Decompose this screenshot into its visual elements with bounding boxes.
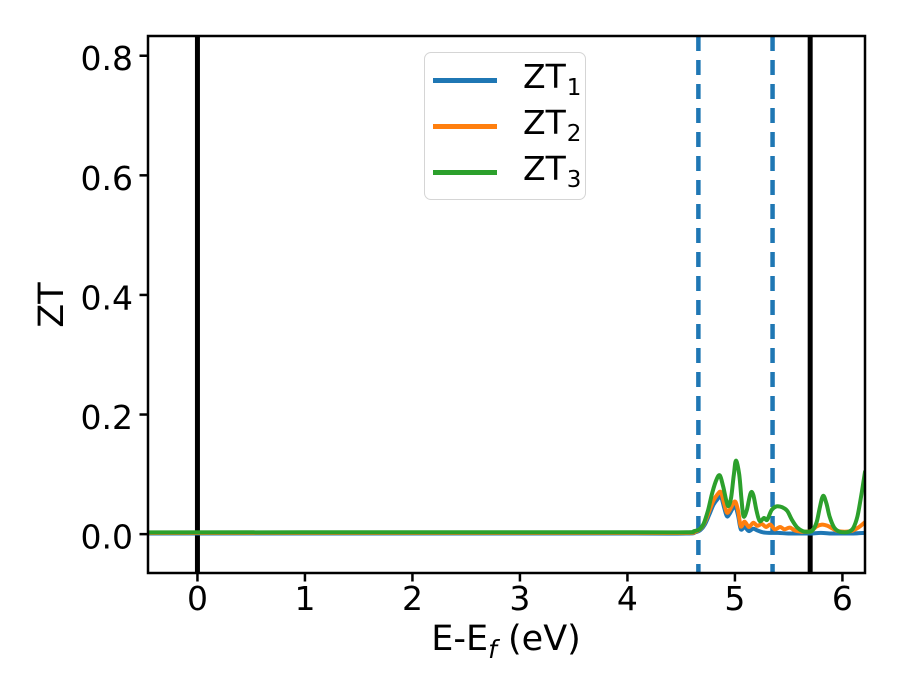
x-tick-label: 5	[724, 579, 745, 618]
x-tick-label: 1	[294, 579, 315, 618]
legend-item-zt2: ZT2	[433, 106, 581, 146]
legend-item-zt3: ZT3	[433, 152, 581, 192]
legend-label-zt1: ZT1	[523, 57, 582, 101]
axes-spines	[146, 34, 867, 575]
legend-label-zt3: ZT3	[523, 149, 582, 193]
x-tick-label: 4	[617, 579, 638, 618]
y-tick-label: 0.4	[81, 278, 133, 317]
x-tick-label: 0	[187, 579, 208, 618]
y-axis-label: ZT	[32, 282, 72, 328]
y-tick-label: 0.8	[81, 39, 133, 78]
reference-lines-layer	[194, 36, 813, 573]
y-tick-label: 0.0	[81, 518, 133, 557]
legend: ZT1 ZT2 ZT3	[424, 52, 586, 200]
x-tick-label: 3	[509, 579, 530, 618]
axes-layer: 0 1 2 3 4 5 6 0.0 0.2 0.4 0.6 0.8	[81, 34, 867, 618]
series-layer	[148, 458, 865, 536]
legend-label-zt2: ZT2	[523, 103, 582, 147]
y-tick-label: 0.2	[81, 398, 133, 437]
legend-line-icon-zt1	[433, 77, 497, 83]
legend-line-icon-zt3	[433, 169, 497, 175]
legend-item-zt1: ZT1	[433, 60, 581, 100]
series-line-zt3	[148, 458, 865, 535]
x-tick-label: 2	[402, 579, 423, 618]
x-axis-label: E-Ef (eV)	[431, 619, 581, 664]
y-tick-label: 0.6	[81, 159, 133, 198]
legend-line-icon-zt2	[433, 123, 497, 129]
x-tick-label: 6	[832, 579, 853, 618]
